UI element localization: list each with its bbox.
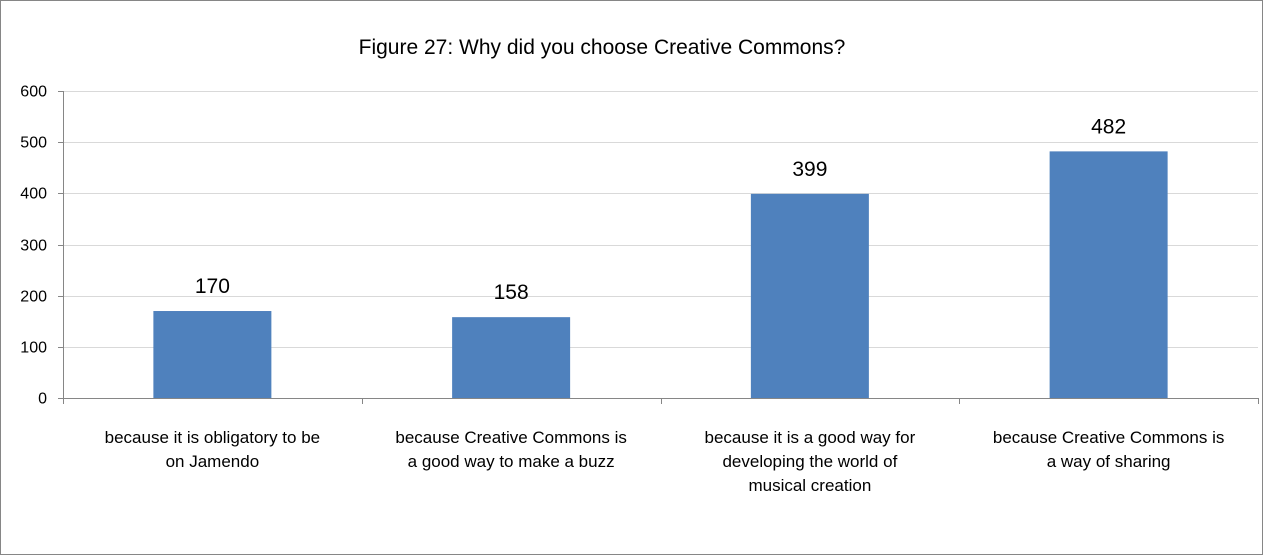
- y-tick-label: 600: [20, 84, 47, 101]
- data-label: 158: [494, 281, 529, 304]
- category-label: musical creation: [748, 476, 871, 495]
- y-tick-label: 300: [20, 238, 47, 255]
- category-label: on Jamendo: [166, 452, 260, 471]
- category-label: a good way to make a buzz: [408, 452, 615, 471]
- bar: [750, 193, 869, 398]
- category-label: because Creative Commons is: [395, 428, 626, 447]
- bar: [452, 317, 571, 398]
- category-label: because it is a good way for: [705, 428, 916, 447]
- data-label: 399: [792, 158, 827, 181]
- y-tick-label: 500: [20, 135, 47, 152]
- y-tick-label: 400: [20, 186, 47, 203]
- y-tick-label: 200: [20, 289, 47, 306]
- bar: [1049, 151, 1168, 398]
- chart-title: Figure 27: Why did you choose Creative C…: [359, 36, 846, 59]
- category-label: because it is obligatory to be: [105, 428, 320, 447]
- category-label: developing the world of: [722, 452, 897, 471]
- y-tick-label: 100: [20, 340, 47, 357]
- labels: 0 100 200 300 400 500 600 170 because it is obli…: [20, 84, 1224, 496]
- data-label: 170: [195, 275, 230, 298]
- y-tick-label: 0: [38, 391, 47, 408]
- category-label: because Creative Commons is: [993, 428, 1224, 447]
- axes: [58, 91, 1259, 404]
- bars: [153, 151, 1168, 398]
- bar: [153, 311, 272, 398]
- category-label: a way of sharing: [1047, 452, 1171, 471]
- data-label: 482: [1091, 115, 1126, 138]
